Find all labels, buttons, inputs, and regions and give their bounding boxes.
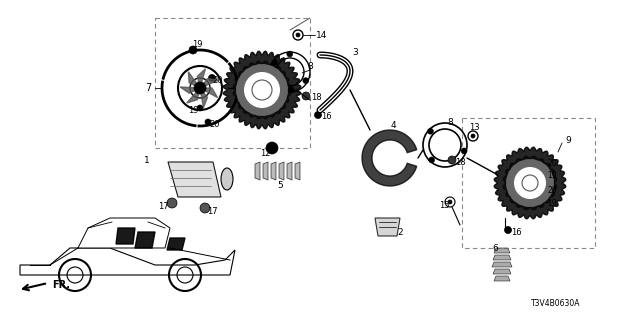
Ellipse shape: [221, 168, 233, 190]
Text: 16: 16: [511, 228, 522, 236]
Text: 19: 19: [547, 171, 557, 180]
Polygon shape: [201, 92, 207, 108]
Polygon shape: [492, 262, 512, 267]
Circle shape: [471, 134, 475, 138]
Polygon shape: [494, 248, 510, 253]
Text: 16: 16: [321, 111, 332, 121]
Polygon shape: [223, 51, 301, 129]
Circle shape: [194, 82, 206, 94]
Circle shape: [200, 203, 210, 213]
Text: 7: 7: [145, 83, 151, 93]
Circle shape: [288, 87, 294, 93]
Text: 20: 20: [547, 158, 557, 167]
Text: 9: 9: [565, 135, 571, 145]
Circle shape: [272, 60, 278, 66]
Polygon shape: [135, 232, 155, 248]
Polygon shape: [263, 162, 268, 180]
Text: T3V4B0630A: T3V4B0630A: [531, 299, 580, 308]
Circle shape: [428, 128, 433, 134]
Text: 4: 4: [390, 121, 396, 130]
Text: 6: 6: [492, 244, 498, 252]
Polygon shape: [197, 69, 205, 83]
Circle shape: [167, 198, 177, 208]
Circle shape: [205, 119, 211, 125]
Polygon shape: [116, 228, 135, 244]
Circle shape: [303, 78, 308, 84]
Circle shape: [197, 105, 203, 111]
Circle shape: [236, 64, 288, 116]
Text: 20: 20: [210, 119, 220, 129]
Circle shape: [448, 200, 452, 204]
Text: 18: 18: [454, 157, 465, 166]
Text: 5: 5: [277, 180, 283, 189]
Text: 15: 15: [439, 201, 449, 210]
Polygon shape: [362, 130, 417, 186]
Circle shape: [448, 156, 456, 164]
Polygon shape: [494, 276, 510, 281]
Text: 14: 14: [316, 30, 328, 39]
Text: 19: 19: [547, 198, 557, 207]
Circle shape: [514, 167, 546, 199]
Polygon shape: [204, 88, 218, 98]
Text: 13: 13: [468, 123, 479, 132]
Text: FR.: FR.: [52, 280, 70, 290]
Polygon shape: [180, 87, 195, 93]
Text: 19: 19: [188, 106, 198, 115]
Circle shape: [266, 142, 278, 154]
Text: 2: 2: [397, 228, 403, 236]
Polygon shape: [494, 147, 566, 219]
Polygon shape: [20, 248, 235, 275]
Circle shape: [209, 75, 216, 82]
Circle shape: [461, 148, 467, 154]
Polygon shape: [167, 238, 185, 250]
Text: 18: 18: [310, 92, 321, 101]
Polygon shape: [493, 269, 511, 274]
Polygon shape: [271, 162, 276, 180]
Text: 19: 19: [192, 39, 202, 49]
Polygon shape: [287, 162, 292, 180]
Text: 1: 1: [144, 156, 150, 164]
Polygon shape: [375, 218, 400, 236]
Text: 17: 17: [207, 206, 218, 215]
Polygon shape: [493, 255, 511, 260]
Circle shape: [244, 72, 280, 108]
Text: 20: 20: [547, 186, 557, 195]
Text: 3: 3: [352, 47, 358, 57]
Polygon shape: [279, 162, 284, 180]
Circle shape: [302, 92, 310, 100]
Circle shape: [314, 111, 321, 118]
Text: 8: 8: [447, 117, 453, 126]
Circle shape: [504, 227, 511, 234]
Polygon shape: [503, 156, 557, 210]
Text: 8: 8: [307, 61, 313, 70]
Text: 12: 12: [260, 148, 270, 157]
Polygon shape: [255, 162, 260, 180]
Polygon shape: [233, 61, 291, 119]
Text: 17: 17: [157, 202, 168, 211]
Polygon shape: [295, 162, 300, 180]
Polygon shape: [78, 218, 170, 248]
Polygon shape: [203, 79, 218, 86]
Circle shape: [287, 51, 292, 57]
Circle shape: [189, 46, 197, 54]
Polygon shape: [168, 162, 221, 197]
Polygon shape: [188, 72, 197, 86]
Circle shape: [506, 159, 554, 207]
Polygon shape: [187, 92, 199, 103]
Circle shape: [296, 33, 300, 37]
Circle shape: [429, 157, 435, 163]
Bar: [462, 118, 595, 248]
Bar: [155, 18, 310, 148]
Text: 20: 20: [212, 76, 223, 84]
